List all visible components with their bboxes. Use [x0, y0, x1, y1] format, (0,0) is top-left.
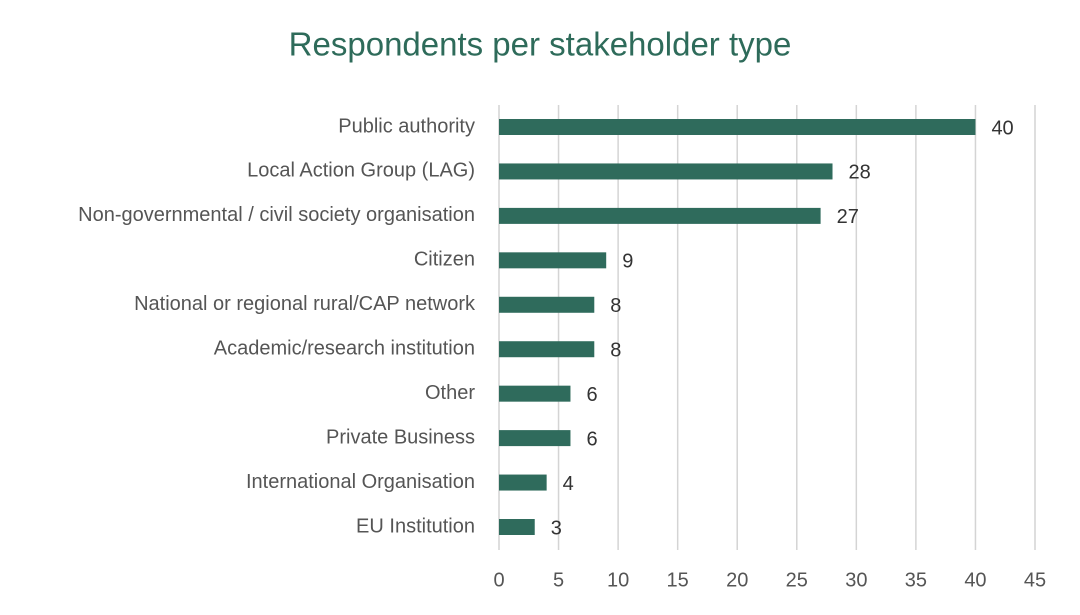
- bar: [499, 341, 595, 358]
- bar: [499, 207, 821, 224]
- x-tick-label: 30: [845, 569, 867, 591]
- x-tick-label: 45: [1024, 569, 1046, 591]
- chart-title: Respondents per stakeholder type: [289, 26, 792, 63]
- data-label: 4: [563, 473, 574, 495]
- y-tick-label: Non-governmental / civil society organis…: [78, 204, 475, 226]
- bar: [499, 519, 535, 535]
- x-tick-label: 5: [553, 569, 564, 591]
- y-tick-label: National or regional rural/CAP network: [134, 293, 476, 315]
- x-tick-label: 25: [786, 569, 808, 591]
- y-tick-label: Other: [425, 382, 475, 404]
- y-tick-label: International Organisation: [246, 471, 475, 493]
- bar: [499, 430, 571, 447]
- x-tick-label: 40: [964, 569, 986, 591]
- y-tick-label: Public authority: [338, 115, 475, 137]
- x-tick-label: 10: [607, 569, 629, 591]
- data-label: 3: [551, 517, 562, 539]
- bar: [499, 296, 595, 313]
- y-tick-label: Citizen: [414, 249, 475, 271]
- bar: [499, 474, 547, 491]
- data-label: 6: [586, 384, 597, 406]
- data-label: 6: [586, 428, 597, 450]
- y-tick-label: Academic/research institution: [214, 338, 475, 360]
- data-label: 27: [837, 206, 859, 228]
- y-tick-label: EU Institution: [356, 515, 475, 537]
- x-tick-label: 35: [905, 569, 927, 591]
- y-tick-label: Private Business: [326, 426, 475, 448]
- y-tick-label: Local Action Group (LAG): [247, 160, 475, 182]
- bar: [499, 119, 976, 135]
- data-label: 40: [991, 117, 1013, 139]
- x-tick-label: 15: [667, 569, 689, 591]
- data-label: 8: [610, 295, 621, 317]
- data-label: 8: [610, 340, 621, 362]
- data-label: 9: [622, 251, 633, 273]
- x-tick-label: 20: [726, 569, 748, 591]
- data-label: 28: [849, 162, 871, 184]
- bar: [499, 385, 571, 402]
- x-tick-label: 0: [493, 569, 504, 591]
- bar: [499, 252, 607, 269]
- bar: [499, 163, 833, 180]
